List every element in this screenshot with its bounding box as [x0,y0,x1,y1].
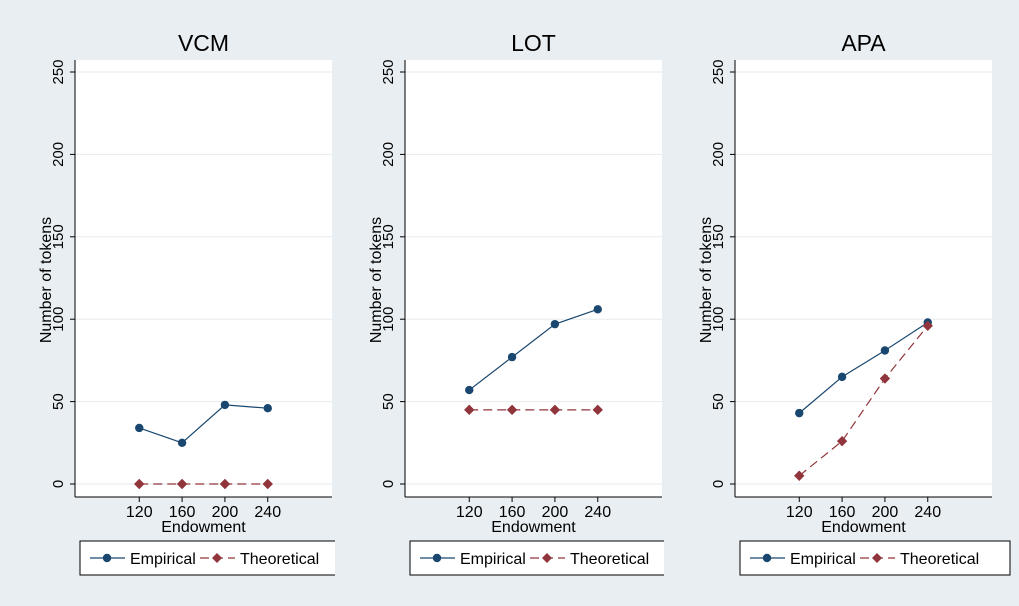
series-empirical-point [507,352,517,362]
legend: Empirical Theoretical [79,540,351,576]
x-tick-label: 200 [872,504,899,521]
y-tick-label: 150 [50,224,67,249]
series-theoretical-point [922,320,933,331]
series-empirical-point [177,438,187,447]
y-tick-label: 100 [710,307,727,332]
y-axis-label: Number of tokens [38,217,55,343]
x-tick-label: 160 [499,504,526,521]
x-tick-label: 240 [584,504,611,521]
y-tick-label: 50 [50,393,67,410]
y-tick-label: 100 [380,307,397,332]
legend-empirical-label: Empirical [460,551,526,568]
y-tick-label: 200 [710,142,727,167]
y-tick-label: 50 [380,393,397,410]
legend-empirical-marker [432,553,442,563]
series-theoretical-point [219,478,231,490]
series-theoretical-point [794,470,805,481]
y-tick-label: 250 [710,59,727,84]
series-empirical-point [795,408,804,418]
series-theoretical-point [464,404,475,416]
series-empirical-point [837,372,847,382]
chart-title: VCM [178,30,229,56]
plot-area [75,60,332,497]
series-theoretical-point [134,478,145,490]
y-axis-label: Number of tokens [698,217,715,343]
series-empirical-point [263,403,272,413]
series-theoretical-point [592,404,603,416]
chart-panel-lot: LOT 0 50 100 150 200 250 Number of tokens 120 160… [335,17,681,587]
legend-empirical-marker [762,553,772,563]
series-empirical-point [135,423,144,433]
legend: Empirical Theoretical [739,540,1011,576]
legend-theoretical-label: Theoretical [240,551,319,568]
series-empirical-point [220,400,230,410]
y-tick-label: 0 [380,480,397,488]
legend-empirical-marker [102,553,112,563]
legend-theoretical-label: Theoretical [900,551,979,568]
legend-theoretical-marker [872,553,882,563]
series-empirical-point [550,319,560,329]
x-tick-label: 200 [542,504,569,521]
x-tick-label: 160 [169,504,196,521]
chart-title: APA [841,30,886,56]
y-tick-label: 250 [50,59,67,84]
series-empirical-point [465,385,474,395]
legend-theoretical-marker [542,553,552,563]
series-empirical-line [468,308,598,391]
chart-panel-vcm: VCM 0 50 100 150 200 250 Number of tokens 120 160… [6,17,351,587]
series-theoretical-point [262,478,273,490]
y-axis-label: Number of tokens [368,217,385,343]
x-tick-label: 160 [829,504,856,521]
x-tick-label: 120 [786,504,813,521]
y-tick-label: 100 [50,307,67,332]
legend-theoretical-label: Theoretical [570,551,649,568]
legend-empirical-label: Empirical [790,551,856,568]
series-empirical-line [798,321,929,414]
x-tick-label: 120 [456,504,483,521]
y-tick-label: 150 [380,224,397,249]
series-empirical-point [593,305,602,314]
series-theoretical-point [549,404,561,416]
y-tick-label: 200 [50,142,67,167]
x-tick-label: 240 [254,504,281,521]
chart-panel-apa: APA 0 50 100 150 200 250 Number of tokens 120 160… [664,17,1011,587]
x-tick-label: 120 [126,504,153,521]
x-axis-label: Endowment [161,519,246,536]
y-tick-label: 200 [380,142,397,167]
series-empirical-point [880,346,890,355]
legend-empirical-label: Empirical [130,551,196,568]
y-tick-label: 0 [710,480,727,488]
y-tick-label: 250 [380,59,397,84]
series-theoretical-point [879,373,891,384]
y-tick-label: 50 [710,393,727,410]
series-theoretical-point [176,478,188,490]
series-theoretical-point [506,404,518,416]
x-axis-label: Endowment [821,519,906,536]
y-tick-label: 150 [710,224,727,249]
plot-area [405,60,662,497]
x-tick-label: 240 [914,504,941,521]
plot-area [735,60,992,497]
series-empirical-line [139,404,268,444]
chart-title: LOT [511,30,556,56]
legend-theoretical-marker [212,553,222,563]
series-theoretical-point [836,435,848,447]
y-tick-label: 0 [50,480,67,488]
x-axis-label: Endowment [491,519,576,536]
x-tick-label: 200 [212,504,239,521]
legend: Empirical Theoretical [409,540,681,576]
